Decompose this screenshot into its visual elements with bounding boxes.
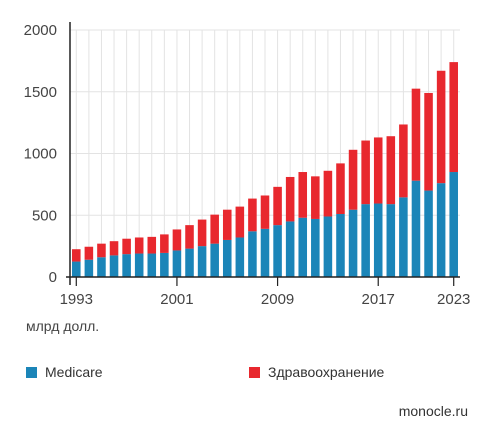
x-tick-label: 2017	[362, 291, 395, 308]
bar-healthcare	[273, 186, 282, 226]
bar-healthcare	[197, 219, 207, 247]
bar-healthcare	[285, 176, 295, 222]
bar-healthcare	[84, 246, 94, 260]
stacked-bar-chart: 0 500 1000 1500 2000 1993 2001 2009 2017 2023	[24, 22, 470, 308]
bar-medicare	[160, 252, 169, 277]
y-tick-label: 0	[49, 269, 57, 286]
y-tick-label: 1500	[24, 84, 57, 101]
legend-swatch-healthcare	[249, 366, 260, 378]
unit-label: млрд долл.	[26, 318, 100, 334]
bar-healthcare	[210, 214, 219, 244]
bar-healthcare	[298, 172, 308, 218]
bar-medicare	[222, 239, 232, 277]
bar-healthcare	[147, 236, 157, 254]
bar-medicare	[436, 183, 446, 277]
bar-medicare	[311, 218, 320, 277]
y-tick-label: 2000	[24, 22, 57, 39]
bar-medicare	[97, 257, 106, 277]
bar-medicare	[84, 259, 94, 277]
bar-healthcare	[172, 229, 182, 251]
bar-healthcare	[248, 198, 257, 232]
axes: 0 500 1000 1500 2000 1993 2001 2009 2017 2023	[24, 22, 470, 308]
x-tick-label: 2023	[437, 291, 470, 308]
x-tick-label: 1993	[60, 291, 93, 308]
bar-medicare	[348, 209, 358, 277]
bar-medicare	[172, 250, 182, 277]
bar-healthcare	[411, 88, 421, 181]
legend-label-medicare: Medicare	[45, 364, 103, 380]
legend-item-healthcare: Здравоохранение	[249, 364, 384, 380]
bar-medicare	[424, 190, 433, 277]
bar-healthcare	[235, 206, 245, 238]
bar-healthcare	[399, 124, 408, 198]
bar-medicare	[134, 253, 144, 277]
bar-medicare	[411, 180, 421, 277]
bar-medicare	[147, 253, 157, 277]
y-tick-label: 1000	[24, 146, 57, 163]
legend-item-medicare: Medicare	[26, 364, 103, 380]
bar-healthcare	[436, 70, 446, 184]
bar-medicare	[336, 214, 345, 277]
bar-medicare	[260, 228, 270, 277]
bar-healthcare	[260, 195, 270, 229]
bar-medicare	[323, 216, 333, 277]
legend-label-healthcare: Здравоохранение	[268, 364, 385, 380]
bar-healthcare	[348, 149, 358, 210]
bars	[72, 62, 458, 277]
bar-healthcare	[97, 243, 106, 258]
bar-medicare	[273, 225, 282, 277]
bar-healthcare	[449, 62, 458, 173]
bar-medicare	[122, 254, 131, 277]
bar-healthcare	[323, 170, 333, 217]
source-credit: monocle.ru	[398, 403, 468, 419]
legend-swatch-medicare	[26, 366, 37, 378]
bar-healthcare	[160, 234, 169, 253]
x-tick-label: 2009	[261, 291, 294, 308]
bar-medicare	[197, 246, 207, 277]
bar-medicare	[248, 231, 257, 277]
y-tick-label: 500	[32, 207, 57, 224]
bar-healthcare	[134, 237, 144, 254]
bar-medicare	[399, 197, 408, 277]
bar-medicare	[386, 204, 396, 277]
bar-medicare	[210, 243, 219, 277]
bar-healthcare	[109, 241, 119, 256]
bar-medicare	[185, 248, 194, 277]
bar-healthcare	[222, 209, 232, 240]
bar-medicare	[109, 255, 119, 277]
bar-medicare	[373, 203, 383, 277]
bar-medicare	[361, 204, 370, 277]
bar-medicare	[235, 237, 245, 277]
bar-healthcare	[72, 249, 81, 262]
bar-medicare	[285, 221, 295, 277]
bar-medicare	[298, 217, 308, 277]
x-tick-label: 2001	[160, 291, 193, 308]
bar-healthcare	[336, 163, 345, 215]
bar-healthcare	[122, 238, 131, 255]
bar-medicare	[72, 261, 81, 277]
bar-healthcare	[311, 176, 320, 219]
bar-healthcare	[424, 92, 433, 191]
bar-healthcare	[386, 136, 396, 205]
bar-healthcare	[373, 137, 383, 204]
bar-medicare	[449, 172, 458, 277]
bar-healthcare	[361, 140, 370, 205]
bar-healthcare	[185, 225, 194, 249]
